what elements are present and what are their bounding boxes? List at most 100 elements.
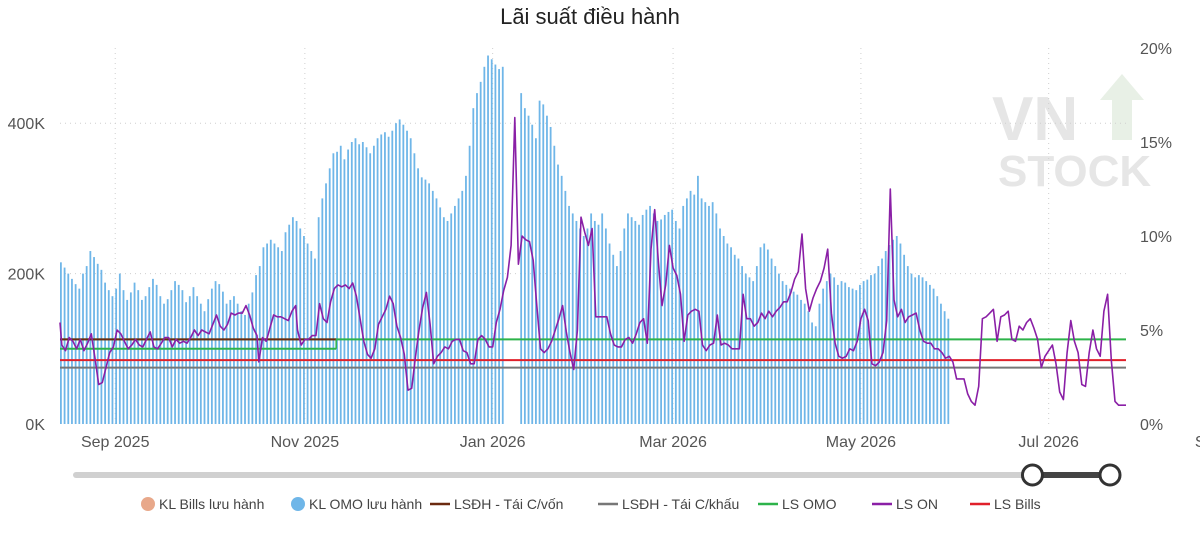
kl-omo-bar: [457, 198, 460, 424]
kl-omo-bar: [391, 130, 394, 424]
kl-omo-bar: [442, 217, 445, 424]
kl-omo-bar: [376, 138, 379, 425]
kl-omo-bar: [770, 258, 773, 424]
kl-omo-bar: [225, 303, 228, 424]
kl-omo-bar: [185, 302, 187, 424]
kl-omo-bar: [96, 263, 99, 424]
kl-omo-bar: [420, 177, 423, 424]
kl-omo-bar: [192, 287, 195, 424]
kl-omo-bar: [895, 236, 898, 424]
kl-omo-bar: [251, 292, 254, 424]
kl-omo-bar: [682, 205, 685, 424]
kl-omo-bar: [343, 159, 346, 424]
kl-omo-bar: [122, 290, 125, 424]
legend-item[interactable]: LS Bills: [970, 496, 1041, 512]
legend-label: LS ON: [896, 496, 938, 512]
kl-omo-bar: [947, 318, 950, 424]
legend-item[interactable]: LS OMO: [758, 496, 837, 512]
watermark-line-2: STOCK: [998, 147, 1151, 196]
kl-omo-bar: [844, 282, 847, 424]
kl-omo-bar: [306, 243, 309, 424]
kl-omo-bar: [487, 55, 489, 425]
kl-omo-bar: [325, 183, 327, 424]
legend-item[interactable]: KL Bills lưu hành: [141, 496, 264, 512]
kl-omo-bar: [177, 284, 180, 424]
kl-omo-bar: [453, 205, 456, 424]
kl-omo-bar: [685, 198, 688, 424]
kl-omo-bar: [104, 282, 106, 424]
kl-omo-bar: [520, 93, 523, 425]
kl-omo-bar: [593, 220, 596, 424]
kl-omo-bar: [336, 151, 338, 424]
kl-omo-bar: [129, 292, 132, 424]
legend-label: LS Bills: [994, 496, 1041, 512]
kl-omo-bar: [372, 145, 375, 424]
kl-omo-bar: [321, 198, 324, 424]
kl-omo-bar: [840, 281, 843, 424]
kl-omo-bar: [542, 104, 545, 425]
kl-omo-bar: [932, 288, 935, 424]
kl-omo-bar: [354, 138, 357, 425]
kl-omo-bar: [634, 220, 637, 424]
kl-omo-bar: [361, 142, 364, 424]
range-slider[interactable]: [73, 463, 1122, 487]
kl-omo-bar: [586, 228, 589, 424]
kl-omo-bar: [630, 217, 633, 424]
kl-omo-bar: [557, 164, 559, 424]
kl-omo-bar: [722, 236, 725, 424]
kl-omo-bar: [380, 134, 383, 425]
kl-omo-bar: [704, 202, 707, 424]
kl-omo-bar: [258, 266, 261, 424]
kl-omo-bar: [910, 273, 913, 424]
kl-omo-bar: [752, 281, 755, 424]
x-tick-label: Jul 2026: [1018, 434, 1079, 451]
kl-omo-bar: [921, 277, 924, 424]
policy-rate-lines: [60, 338, 1126, 369]
kl-omo-bar: [317, 217, 320, 424]
kl-omo-bar: [523, 108, 526, 424]
kl-omo-bar: [597, 224, 600, 424]
kl-omo-bar: [273, 243, 276, 424]
kl-omo-bar: [100, 269, 103, 424]
kl-omo-bar: [236, 303, 239, 424]
legend-item[interactable]: LSĐH - Tái C/khấu: [598, 496, 739, 512]
kl-omo-bar: [667, 211, 670, 424]
kl-omo-bar: [803, 303, 806, 424]
kl-omo-bar: [328, 168, 331, 424]
kl-omo-bar: [700, 198, 703, 424]
kl-omo-bar: [288, 224, 291, 424]
legend-item[interactable]: KL OMO lưu hành: [291, 496, 422, 512]
kl-omo-bar: [181, 290, 184, 424]
right-tick-label: 0%: [1140, 417, 1163, 434]
kl-omo-bar: [825, 281, 828, 424]
kl-omo-bar: [674, 220, 677, 424]
kl-omo-bar: [785, 284, 788, 424]
kl-omo-bar: [822, 288, 825, 424]
left-tick-label: 200K: [8, 267, 46, 284]
kl-omo-bar: [468, 145, 471, 424]
kl-omo-bar: [623, 228, 626, 424]
slider-start-handle[interactable]: [1020, 463, 1044, 487]
legend-label: LS OMO: [782, 496, 837, 512]
kl-omo-bar: [847, 287, 850, 424]
kl-omo-bar: [763, 243, 766, 424]
kl-omo-bar: [877, 266, 880, 424]
kl-omo-bar: [829, 273, 832, 424]
left-tick-label: 0K: [25, 417, 45, 434]
kl-omo-bar: [163, 303, 165, 424]
x-tick-label: Mar 2026: [639, 434, 707, 451]
kl-omo-bar: [652, 213, 655, 424]
kl-omo-bar: [428, 183, 431, 424]
kl-omo-bar: [148, 287, 151, 424]
kl-omo-bar: [63, 267, 66, 424]
kl-omo-bar: [656, 220, 659, 424]
kl-omo-bar: [649, 205, 651, 424]
slider-end-handle[interactable]: [1098, 463, 1122, 487]
right-tick-label: 15%: [1140, 135, 1172, 152]
kl-omo-bar: [663, 214, 666, 424]
legend-item[interactable]: LS ON: [872, 496, 938, 512]
kl-omo-bar: [210, 288, 213, 424]
kl-omo-bar: [538, 100, 541, 424]
legend-item[interactable]: LSĐH - Tái C/vốn: [430, 496, 563, 512]
kl-omo-bar: [755, 266, 758, 424]
